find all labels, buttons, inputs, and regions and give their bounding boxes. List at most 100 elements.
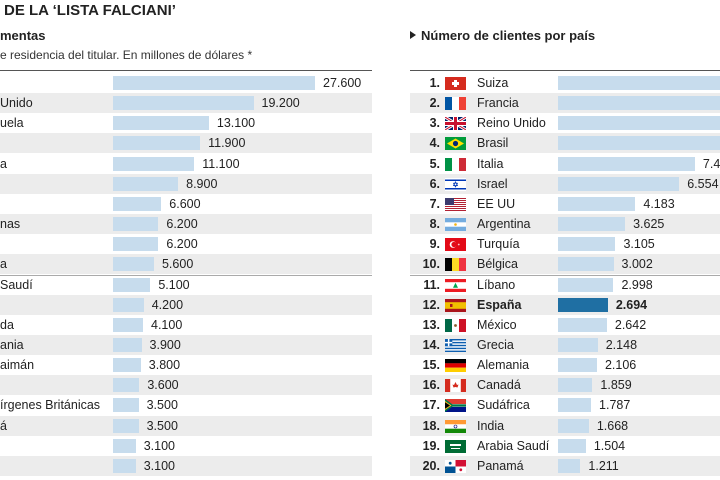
india-flag-icon — [445, 419, 466, 433]
germany-flag-icon — [445, 359, 466, 373]
right-table-row: 3. Reino Unido — [410, 113, 720, 133]
belgium-flag-icon — [445, 258, 466, 272]
left-bar — [113, 398, 139, 413]
brazil-flag-icon — [445, 137, 466, 151]
left-table-row: 11.900 — [0, 133, 372, 154]
country-label: Italia — [477, 156, 504, 171]
rank-label: 10. — [422, 257, 440, 272]
right-value-label: 2.642 — [614, 317, 647, 332]
right-table-row: 6. Israel 6.554 — [410, 173, 720, 194]
left-table-row: 3.100 — [0, 436, 372, 456]
left-bar — [113, 196, 162, 211]
left-bar — [113, 277, 151, 292]
left-table-row: 6.200 — [0, 234, 372, 254]
left-table-row: a 5.600 — [0, 254, 372, 275]
country-label: Brasil — [477, 136, 509, 151]
right-separator-rule — [410, 274, 720, 276]
rank-label: 13. — [422, 317, 440, 332]
rank-label: 4. — [429, 136, 440, 151]
rank-label: 2. — [429, 96, 440, 111]
rank-label: 14. — [422, 337, 440, 352]
rank-label: 3. — [429, 116, 440, 131]
right-bar — [558, 76, 720, 90]
left-table-row: á 3.500 — [0, 415, 372, 436]
uk-flag-icon — [445, 117, 466, 131]
rank-label: 7. — [429, 196, 440, 211]
country-label: EE UU — [477, 196, 516, 211]
left-country-label: nas — [0, 217, 21, 232]
left-country-label: da — [0, 317, 14, 332]
right-top-rule — [410, 70, 720, 71]
right-value-label: 4.183 — [643, 196, 675, 211]
right-table-row: 15. Alemania 2.106 — [410, 355, 720, 375]
right-table-row: 2. Francia — [410, 93, 720, 114]
right-bar — [558, 237, 616, 252]
country-label: Grecia — [477, 337, 514, 352]
left-value-label: 11.100 — [202, 156, 240, 171]
right-value-label: 3.625 — [633, 217, 665, 232]
saudi-arabia-flag-icon — [445, 439, 466, 453]
right-bar — [558, 398, 592, 413]
right-bar — [558, 277, 614, 292]
left-value-label: 6.200 — [166, 217, 198, 232]
left-subtitle: e residencia del titular. En millones de… — [0, 48, 253, 62]
rank-label: 11. — [423, 277, 440, 292]
country-label: India — [477, 418, 505, 433]
left-table-row: 8.900 — [0, 173, 372, 194]
lebanon-flag-icon — [445, 278, 466, 292]
country-label: México — [477, 317, 517, 332]
left-bar — [113, 96, 254, 111]
left-value-label: 11.900 — [208, 136, 246, 151]
right-table-row: 16. Canadá 1.859 — [410, 375, 720, 396]
left-country-label: írgenes Británicas — [0, 398, 101, 413]
right-table-row: 1. Suiza — [410, 73, 720, 93]
right-bar — [558, 458, 581, 473]
left-bar — [113, 378, 140, 393]
right-bar — [558, 438, 586, 453]
left-country-label: aimán — [0, 358, 35, 373]
left-value-label: 3.100 — [143, 458, 175, 473]
left-country-label: uela — [0, 116, 24, 131]
right-bar — [558, 358, 597, 373]
rank-label: 5. — [429, 156, 440, 171]
left-table-row: 3.100 — [0, 455, 372, 476]
left-bar — [113, 136, 201, 151]
right-value-label: 1.504 — [593, 438, 626, 453]
right-table-row: 14. Grecia 2.148 — [410, 334, 720, 355]
rank-label: 16. — [422, 378, 440, 393]
left-value-label: 3.900 — [149, 337, 181, 352]
left-value-label: 6.200 — [166, 237, 198, 252]
left-table-row: ania 3.900 — [0, 334, 372, 355]
country-label: Sudáfrica — [477, 398, 530, 413]
right-value-label: 1.859 — [600, 378, 632, 393]
right-table-row: 8. Argentina 3.625 — [410, 214, 720, 235]
right-table-row: 13. México 2.642 — [410, 315, 720, 335]
right-table-row: 20. Panamá 1.211 — [410, 455, 720, 476]
right-section-title: Número de clientes por país — [410, 28, 595, 43]
right-bar — [558, 196, 636, 211]
country-label: Bélgica — [477, 257, 518, 272]
country-label: Arabia Saudí — [477, 438, 550, 453]
left-bar — [113, 438, 136, 453]
left-value-label: 3.500 — [146, 418, 178, 433]
country-label: Israel — [477, 176, 508, 191]
right-table-row: 18. India 1.668 — [410, 415, 720, 436]
right-value-label: 3.105 — [623, 237, 655, 252]
left-value-label: 5.600 — [161, 257, 194, 272]
rank-label: 15. — [422, 358, 440, 373]
right-table-row: 7. EE UU 4.183 — [410, 194, 720, 214]
left-table-row: 27.600 — [0, 73, 372, 93]
left-bar — [113, 237, 159, 252]
left-country-label: Saudí — [0, 277, 33, 292]
bullet-arrow-icon — [410, 31, 416, 39]
left-bar — [113, 358, 141, 373]
country-label: Alemania — [477, 358, 530, 373]
france-flag-icon — [445, 97, 466, 111]
rank-label: 20. — [422, 458, 440, 473]
right-value-label: 2.694 — [615, 297, 648, 312]
usa-flag-icon — [445, 197, 466, 211]
right-value-label: 1.668 — [596, 418, 629, 433]
left-bar — [113, 76, 315, 90]
israel-flag-icon — [445, 177, 466, 191]
right-bar — [558, 337, 598, 352]
